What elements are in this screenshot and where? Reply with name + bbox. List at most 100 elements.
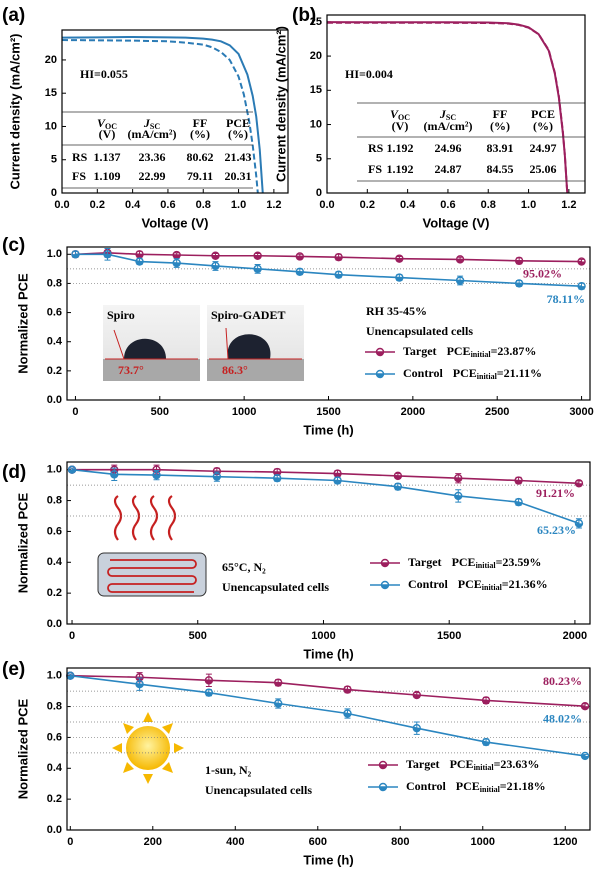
pce-text: PCE xyxy=(447,344,471,358)
marker xyxy=(375,369,385,379)
x-tick-label: 0.0 xyxy=(54,199,69,211)
x-tick-label: 0.2 xyxy=(360,199,375,211)
marker xyxy=(574,479,584,488)
series xyxy=(71,247,586,291)
panel-label: (a) xyxy=(2,5,25,26)
table-unit: (%) xyxy=(190,127,210,141)
pce-text: PCE xyxy=(458,577,482,591)
x-tick-label: 1.2 xyxy=(266,199,281,211)
header-subscript: OC xyxy=(105,122,117,131)
pce-subscript: initial xyxy=(474,763,495,772)
panel-label: (c) xyxy=(2,235,25,256)
x-tick-label: 600 xyxy=(309,836,327,848)
series xyxy=(71,247,586,266)
legend-label: Target xyxy=(406,757,440,771)
series-line xyxy=(75,253,582,287)
marker xyxy=(295,267,305,276)
legend-label: Target xyxy=(408,555,442,569)
jv-curve xyxy=(61,35,264,194)
table-header: FF xyxy=(493,107,508,121)
table-cell: 84.55 xyxy=(487,162,514,176)
annotation: HI=0.055 xyxy=(80,67,128,81)
y-tick-label: 0.6 xyxy=(47,306,62,318)
marker xyxy=(454,474,463,483)
pce-text: PCE xyxy=(453,366,477,380)
y-axis-label: Normalized PCE xyxy=(15,698,30,799)
x-tick-label: 500 xyxy=(151,406,169,418)
y-tick-label: 0.6 xyxy=(47,731,62,743)
pce-text: PCE xyxy=(452,555,476,569)
pce-text: PCE xyxy=(450,757,474,771)
marker xyxy=(334,270,343,279)
marker xyxy=(375,347,385,357)
table-cell: 24.87 xyxy=(435,162,462,176)
y-tick-label: 1.0 xyxy=(47,670,62,682)
marker xyxy=(412,723,421,733)
marker xyxy=(514,256,524,266)
series-line xyxy=(72,468,579,485)
legend-pce: PCEinitial=23.87% xyxy=(447,344,537,359)
y-tick-label: 0.6 xyxy=(47,525,62,537)
marker xyxy=(204,688,214,697)
y-tick-label: 25 xyxy=(310,16,322,28)
y-tick-label: 0.4 xyxy=(47,762,63,774)
x-tick-label: 0.6 xyxy=(440,199,455,211)
x-tick-label: 1000 xyxy=(471,836,495,848)
marker xyxy=(380,580,390,590)
x-tick-label: 0.4 xyxy=(400,199,416,211)
marker xyxy=(481,696,491,705)
panel-label: (d) xyxy=(2,462,26,483)
table-unit: (V) xyxy=(99,127,116,141)
marker xyxy=(110,470,119,479)
x-axis-label: Time (h) xyxy=(303,646,353,661)
value-label: 48.02% xyxy=(543,712,582,726)
header-symbol: J xyxy=(143,116,151,130)
table-row-label: FS xyxy=(72,169,86,183)
marker xyxy=(211,261,220,271)
x-tick-label: 400 xyxy=(226,836,244,848)
inset-angle: 86.3° xyxy=(222,363,248,377)
x-tick-label: 2000 xyxy=(401,406,425,418)
marker xyxy=(103,250,112,259)
x-tick-label: 0.8 xyxy=(196,199,211,211)
pce-subscript: initial xyxy=(471,350,492,359)
y-tick-label: 0.8 xyxy=(47,700,62,712)
y-tick-label: 0.2 xyxy=(47,587,62,599)
y-tick-label: 20 xyxy=(310,50,322,62)
table-row-label: FS xyxy=(368,162,382,176)
y-tick-label: 1.0 xyxy=(47,464,62,476)
pce-value: =21.18% xyxy=(500,779,546,793)
x-axis-label: Voltage (V) xyxy=(423,215,490,230)
marker xyxy=(395,254,404,263)
marker xyxy=(395,273,404,282)
marker xyxy=(514,279,524,288)
x-tick-label: 0.0 xyxy=(319,199,334,211)
marker xyxy=(574,519,584,528)
y-tick-label: 0.0 xyxy=(47,394,62,406)
table-cell: 79.11 xyxy=(187,169,213,183)
marker xyxy=(577,281,586,291)
table-header: FF xyxy=(193,116,208,130)
marker xyxy=(273,474,282,483)
table-cell: 24.97 xyxy=(530,141,557,155)
condition: Unencapsulated cells xyxy=(366,324,473,338)
jv-curve xyxy=(327,21,569,194)
marker xyxy=(343,709,352,718)
table-cell: 20.31 xyxy=(225,169,252,183)
x-tick-label: 1000 xyxy=(311,630,335,642)
y-axis-label: Normalized PCE xyxy=(15,492,30,593)
legend-label: Control xyxy=(408,577,448,591)
x-tick-label: 0.8 xyxy=(481,199,496,211)
marker xyxy=(135,680,144,689)
legend-pce: PCEinitial=21.18% xyxy=(456,779,546,794)
x-tick-label: 2500 xyxy=(485,406,509,418)
series-line xyxy=(70,674,586,708)
marker xyxy=(514,476,523,485)
series-line xyxy=(70,674,586,757)
marker xyxy=(343,685,352,694)
x-tick-label: 500 xyxy=(189,630,207,642)
marker xyxy=(393,482,403,491)
header-symbol: V xyxy=(390,107,399,121)
marker xyxy=(253,251,262,260)
